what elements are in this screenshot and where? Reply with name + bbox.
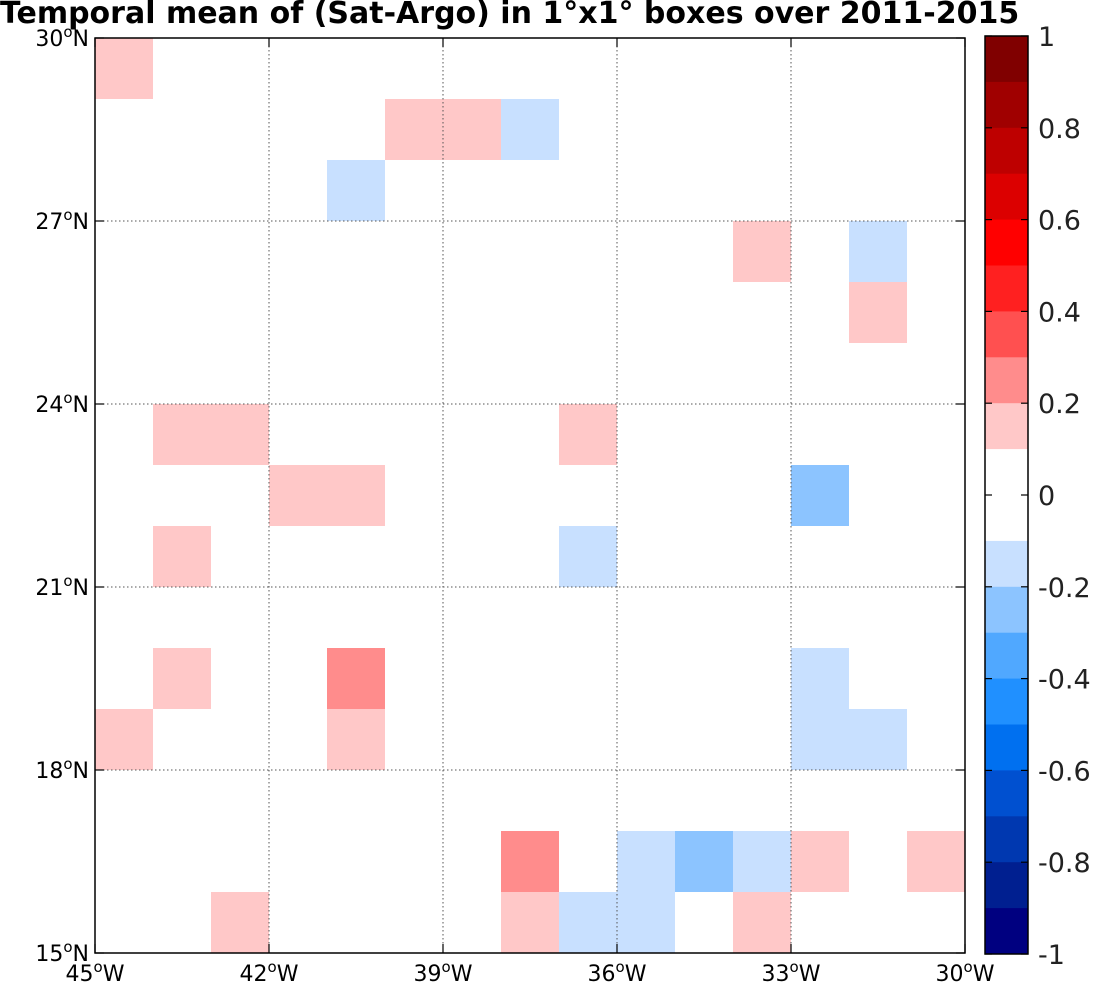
colorbar-tick-label: -0.2 [1038,573,1091,604]
colorbar-band [985,36,1028,83]
y-tick-label: 18oN [35,755,89,784]
heatmap-cell [501,831,559,892]
heatmap-cell [849,282,907,343]
heatmap-cell [269,465,327,526]
x-axis-labels: 45oW 42oW 39oW 36oW 33oW 30oW [66,958,995,984]
heatmap-cell [385,99,443,160]
heatmap-cell [617,892,675,953]
colorbar-band [985,724,1028,771]
colorbar-band [985,770,1028,817]
x-tick-label: 39oW [414,958,473,984]
y-tick-label: 24oN [35,389,89,418]
colorbar-band [985,81,1028,129]
heatmap-cells [95,38,965,953]
colorbar-tick-label: 1 [1038,22,1055,53]
heatmap-cell [327,160,385,221]
colorbar [984,35,1029,955]
colorbar-band [985,632,1028,680]
x-tick-label: 30oW [936,958,995,984]
colorbar-tick-label: 0.8 [1038,114,1081,145]
y-tick-label: 30oN [35,23,89,52]
colorbar-band [985,311,1028,358]
heatmap-cell [617,831,675,892]
heatmap-cell [675,831,733,892]
colorbar-band [985,357,1028,404]
heatmap-cell [95,38,153,99]
heatmap-cell [791,831,849,892]
heatmap-cell [849,221,907,282]
heatmap-cell [211,892,269,953]
colorbar-band [985,449,1028,496]
x-tick-label: 42oW [240,958,299,984]
plot-frame [94,37,966,954]
heatmap-cell [95,709,153,770]
colorbar-tick-label: -0.6 [1038,756,1091,787]
chart-title: Temporal mean of (Sat-Argo) in 1°x1° box… [0,0,1020,31]
heatmap-cell [153,526,211,587]
heatmap-cell [153,404,211,465]
grid-lines [95,38,965,953]
heatmap-cell [153,648,211,709]
colorbar-band [985,403,1028,450]
colorbar-band [985,540,1028,588]
heatmap-cell [501,892,559,953]
x-tick-label: 36oW [588,958,647,984]
heatmap-cell [791,648,849,709]
y-tick-label: 15oN [35,938,89,967]
heatmap-cell [733,831,791,892]
colorbar-band [985,862,1028,909]
colorbar-band [985,127,1028,175]
colorbar-band [985,586,1028,634]
axis-ticks [94,37,966,954]
y-tick-label: 21oN [35,572,89,601]
colorbar-tick-label: 0 [1038,481,1055,512]
heatmap-cell [211,404,269,465]
colorbar-band [985,173,1028,221]
colorbar-tick-label: 0.4 [1038,297,1081,328]
heatmap-cell [501,99,559,160]
colorbar-band [985,816,1028,863]
colorbar-band [985,678,1028,725]
heatmap-cell [327,465,385,526]
heatmap-cell [791,465,849,526]
colorbar-band [985,219,1028,266]
heatmap-cell [849,709,907,770]
colorbar-band [985,495,1028,542]
heatmap-cell [733,892,791,953]
x-tick-label: 45oW [66,958,125,984]
heatmap-cell [559,892,617,953]
x-tick-label: 33oW [762,958,821,984]
heatmap-cell [327,709,385,770]
heatmap-cell [559,526,617,587]
heatmap-cell [443,99,501,160]
heatmap-cell [327,648,385,709]
heatmap-cell [733,221,791,282]
colorbar-tick-label: 0.6 [1038,206,1081,237]
heatmap-cell [907,831,965,892]
colorbar-tick-label: -0.4 [1038,665,1091,696]
heatmap-cell [791,709,849,770]
colorbar-tick-label: -1 [1038,940,1065,971]
colorbar-band [985,265,1028,312]
colorbar-band [985,908,1028,955]
y-axis-labels: 15oN 18oN 21oN 24oN 27oN 30oN [35,23,89,967]
colorbar-labels: 1 0.8 0.6 0.4 0.2 0 -0.2 -0.4 -0.6 -0.8 -1 [1038,22,1091,971]
heatmap-cell [559,404,617,465]
y-tick-label: 27oN [35,206,89,235]
colorbar-tick-label: 0.2 [1038,389,1081,420]
colorbar-tick-label: -0.8 [1038,848,1091,879]
